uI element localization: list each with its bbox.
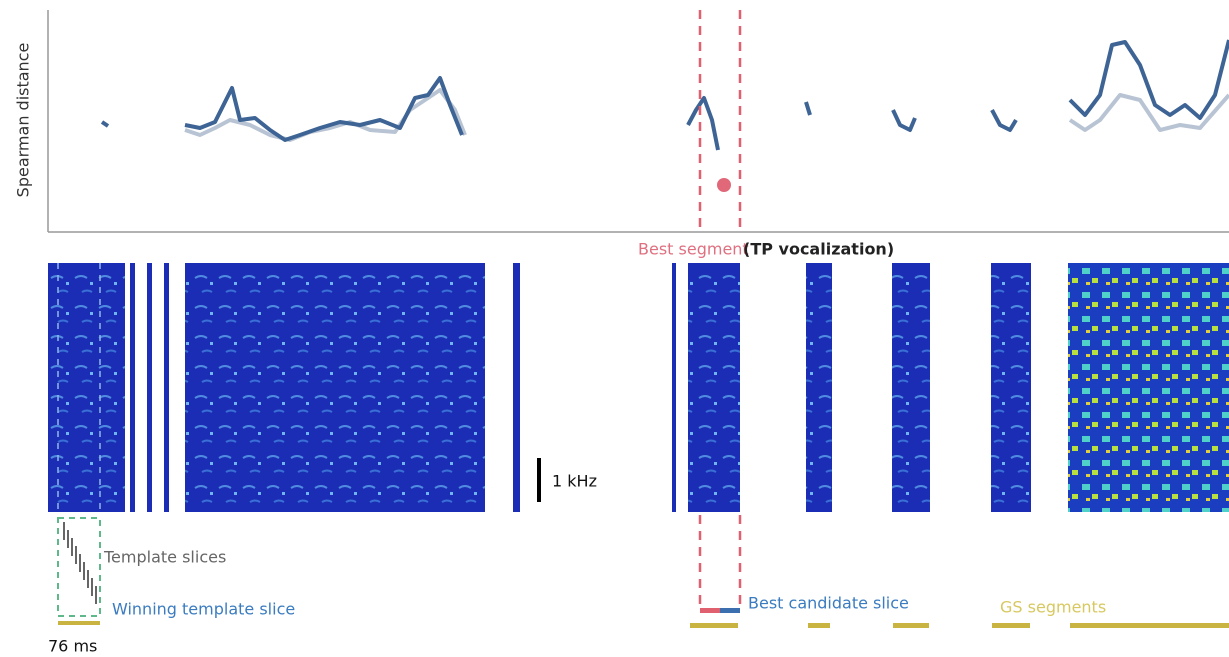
candidate-bar-red	[700, 608, 720, 613]
best-point	[717, 178, 731, 192]
candidate-bar-blue	[720, 608, 740, 613]
gs-segments-label: GS segments	[1000, 598, 1106, 617]
figure: Spearman distance Best segment (TP vocal…	[0, 0, 1229, 657]
distance-curves	[102, 40, 1229, 150]
template-slices-label: Template slices	[103, 548, 226, 567]
distance-plot: Spearman distance	[14, 10, 1229, 232]
winning-template-label: Winning template slice	[112, 600, 295, 619]
gs-segment-bars	[690, 623, 1229, 628]
template-slice-ticks	[64, 522, 96, 604]
y-axis-label: Spearman distance	[14, 43, 33, 198]
best-segment-note: (TP vocalization)	[743, 240, 894, 259]
best-candidate-label: Best candidate slice	[748, 594, 909, 613]
best-segment-label: Best segment	[638, 240, 749, 259]
scale-bar	[537, 458, 541, 502]
template-bar	[58, 621, 100, 625]
spectrograms	[48, 263, 1229, 512]
template-duration: 76 ms	[48, 637, 97, 656]
scale-bar-label: 1 kHz	[552, 472, 597, 491]
